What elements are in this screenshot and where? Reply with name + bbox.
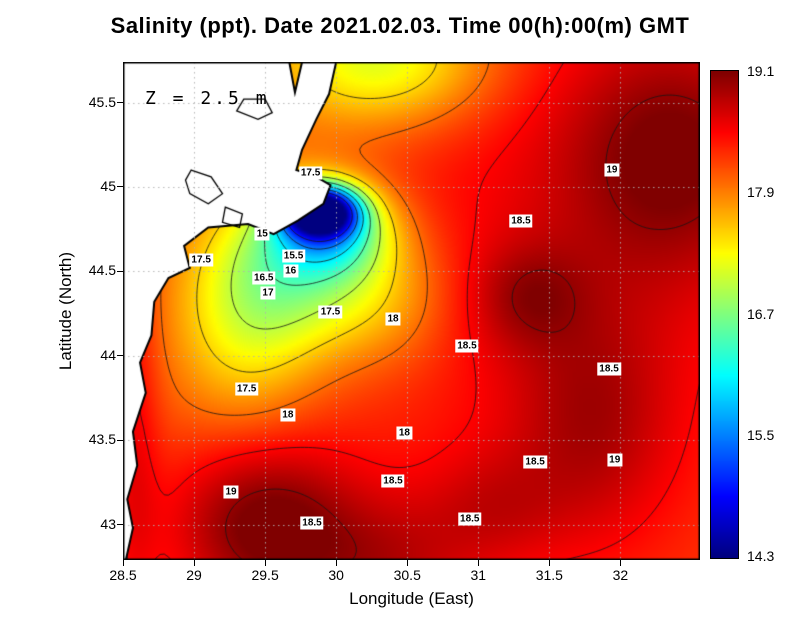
x-tick-label: 31.5 [535,567,563,583]
y-tick-mark [117,355,123,357]
x-tick-mark [548,560,550,566]
colorbar-tick-label: 19.1 [747,63,775,79]
y-tick-label: 43 [100,515,116,532]
y-tick-label: 45.5 [88,93,116,110]
x-tick-mark [264,560,266,566]
colorbar-gradient [710,70,739,559]
figure-title: Salinity (ppt). Date 2021.02.03. Time 00… [110,13,690,38]
y-tick-mark [117,186,123,188]
map-plot-area: 17.5 19 18.5 15 17.5 15.5 16 16.5 17 17.5 18 18.5 18… [123,62,700,560]
y-tick-label: 44 [100,346,116,363]
x-tick-label: 32 [612,567,629,583]
colorbar-tick-label: 16.7 [747,305,775,322]
x-axis-title: Longitude (East) [349,589,474,608]
y-tick-mark [117,270,123,272]
depth-annotation: Z = 2.5 m [145,88,270,109]
colorbar-tick-label: 15.5 [747,426,775,443]
y-tick-mark [117,439,123,441]
x-tick-label: 30.5 [393,567,421,583]
x-tick-mark [335,560,337,566]
x-tick-label: 29.5 [251,567,279,583]
x-tick-label: 29 [186,567,202,583]
colorbar-tick-label: 17.9 [747,184,775,201]
x-tick-mark [406,560,408,566]
x-tick-mark [122,560,124,566]
y-tick-label: 45 [100,177,116,194]
y-tick-mark [117,102,123,103]
x-tick-mark [477,560,479,566]
salinity-heatmap-canvas [123,62,700,560]
x-tick-label: 31 [470,567,487,583]
y-tick-label: 43.5 [88,431,116,448]
y-tick-mark [117,524,123,526]
y-tick-label: 44.5 [88,262,116,279]
x-tick-label: 28.5 [109,567,137,583]
x-tick-label: 30 [328,567,344,583]
y-axis-title: Latitude (North) [56,251,75,371]
colorbar-tick-label: 14.3 [747,548,775,564]
x-tick-mark [619,560,621,566]
x-tick-mark [193,560,195,566]
